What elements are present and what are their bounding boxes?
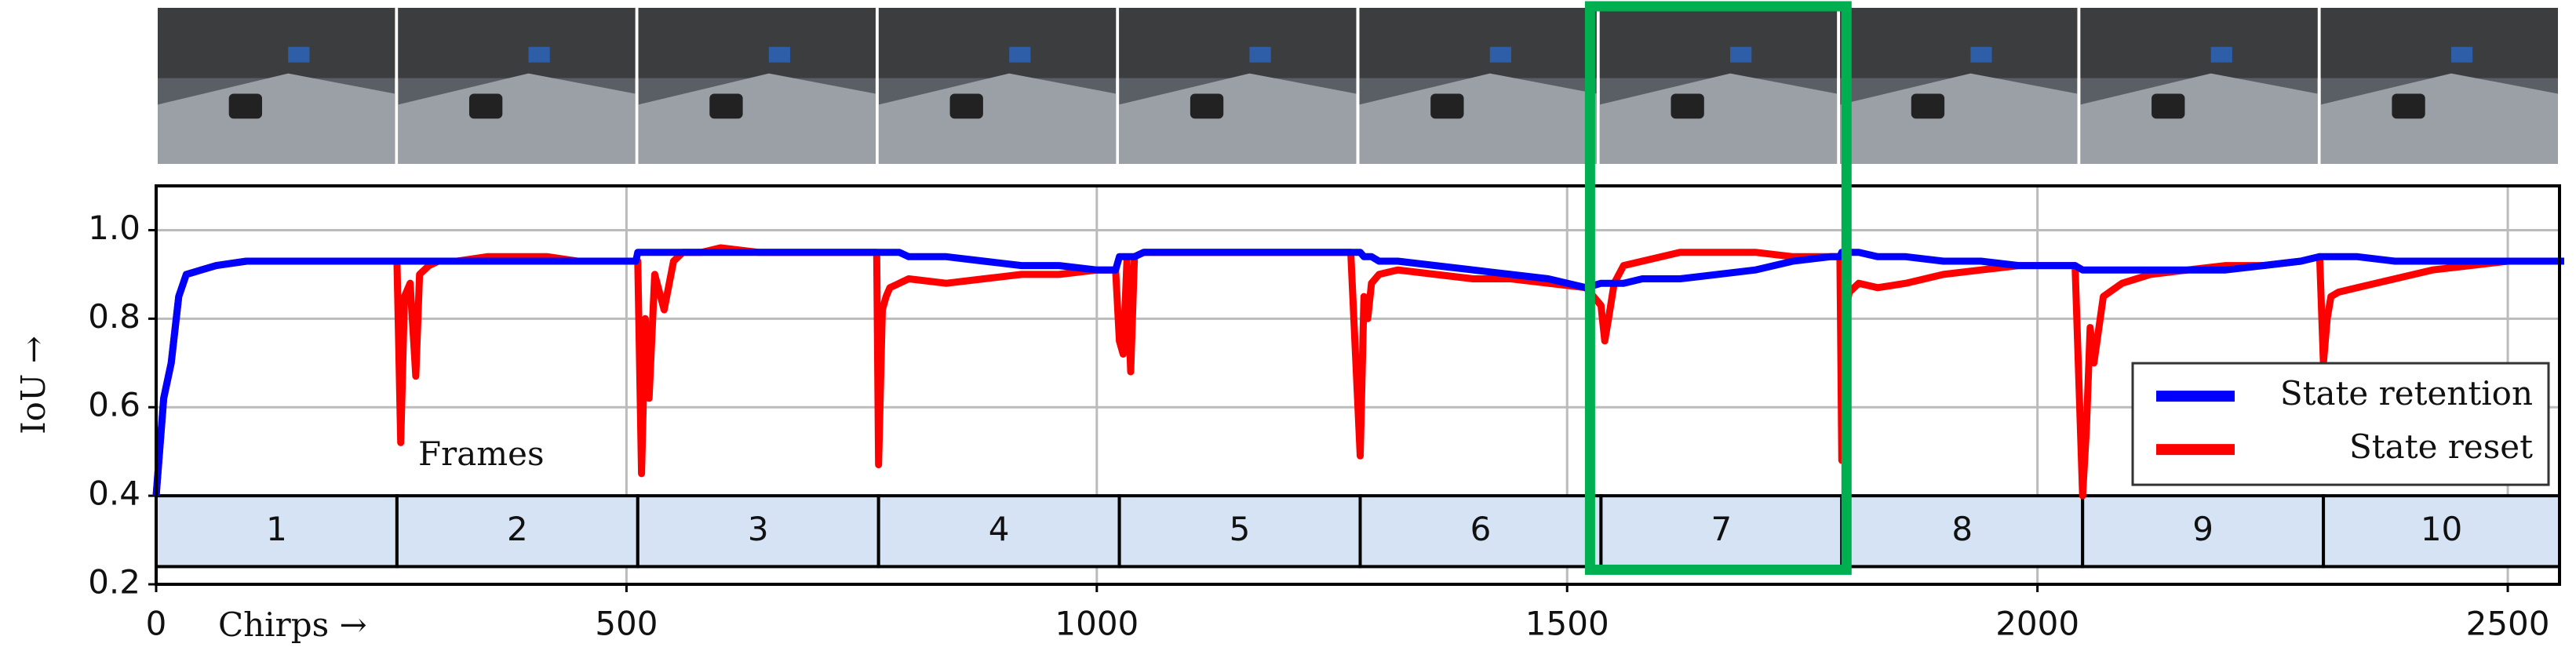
frame-box [1358, 494, 1603, 569]
frame-label: 9 [2192, 510, 2213, 548]
frame-label: 6 [1470, 510, 1492, 548]
y-tick-label: 0.8 [88, 297, 140, 336]
thumb-trees [158, 8, 395, 78]
thumb-car [1911, 93, 1945, 119]
thumb-trees [1119, 8, 1357, 78]
y-tick-label: 1.0 [88, 209, 140, 247]
plot-frame [155, 184, 2561, 586]
legend-label: State reset [2349, 427, 2533, 466]
thumb-car [2152, 93, 2185, 119]
thumb-car [1671, 93, 1704, 119]
legend-box [2131, 362, 2550, 486]
y-tick-label: 0.2 [88, 563, 140, 602]
thumbnail-strip [158, 8, 2558, 164]
thumb-car [228, 93, 263, 119]
thumb-car [1430, 93, 1464, 119]
thumb-car [1190, 93, 1224, 119]
thumb-road [2320, 73, 2558, 164]
frame-label: 2 [507, 510, 528, 548]
thumb-car [468, 93, 503, 119]
series-line [152, 249, 2564, 496]
x-tick-label: 500 [595, 605, 658, 643]
annotation: Frames [418, 434, 545, 473]
thumb-car [709, 93, 743, 119]
x-tick-label: 1500 [1525, 605, 1609, 643]
thumb-sign [1489, 46, 1511, 63]
x-tick-label: 1000 [1055, 605, 1139, 643]
y-tick-label: 0.4 [88, 474, 140, 513]
frame-box [2081, 494, 2326, 569]
thumb-trees [1359, 8, 1597, 78]
x-tick-label: 2500 [2466, 605, 2550, 643]
thumb-road [638, 73, 876, 164]
frame-label: 3 [748, 510, 769, 548]
frame-label: 10 [2421, 510, 2462, 548]
thumb-sign [2450, 46, 2473, 63]
y-axis-label: IoU → [14, 336, 53, 434]
frame-label: 7 [1711, 510, 1732, 548]
thumb-road [878, 73, 1117, 164]
thumb-sign [1009, 46, 1031, 63]
thumb-road [1359, 73, 1597, 164]
thumb-sign [528, 46, 550, 63]
thumb-sign [288, 46, 310, 63]
thumb-sign [1970, 46, 1992, 63]
thumb-car [949, 93, 983, 119]
thumb-sign [1249, 46, 1271, 63]
frame-box [876, 494, 1121, 569]
x-axis-label: Chirps → [218, 605, 367, 644]
y-tick-label: 0.6 [88, 386, 140, 424]
frame-label: 1 [266, 510, 287, 548]
thumb-road [2080, 73, 2318, 164]
thumb-car [2392, 93, 2425, 119]
frame-label: 8 [1951, 510, 1973, 548]
frame-box [395, 494, 639, 569]
frame-box [155, 494, 399, 569]
thumb-trees [2080, 8, 2318, 78]
thumb-sign [768, 46, 791, 63]
frame-box [2322, 494, 2561, 569]
thumb-trees [638, 8, 876, 78]
thumb-road [1119, 73, 1357, 164]
thumb-road [1840, 73, 2078, 164]
frame-box [1117, 494, 1362, 569]
frame-box [636, 494, 880, 569]
thumb-sign [2210, 46, 2232, 63]
thumb-road [1599, 73, 1838, 164]
highlight-box [1584, 1, 1852, 575]
thumb-road [398, 73, 636, 164]
frame-box [1840, 494, 2085, 569]
thumb-road [158, 73, 395, 164]
frame-label: 4 [989, 510, 1010, 548]
thumb-trees [2320, 8, 2558, 78]
thumb-sign [1730, 46, 1752, 63]
thumb-trees [1599, 8, 1838, 78]
frame-label: 5 [1230, 510, 1251, 548]
thumb-trees [1840, 8, 2078, 78]
x-tick-label: 2000 [1995, 605, 2079, 643]
legend-label: State retention [2280, 374, 2533, 413]
thumb-trees [878, 8, 1117, 78]
thumb-trees [398, 8, 636, 78]
x-tick-label: 0 [146, 605, 167, 643]
